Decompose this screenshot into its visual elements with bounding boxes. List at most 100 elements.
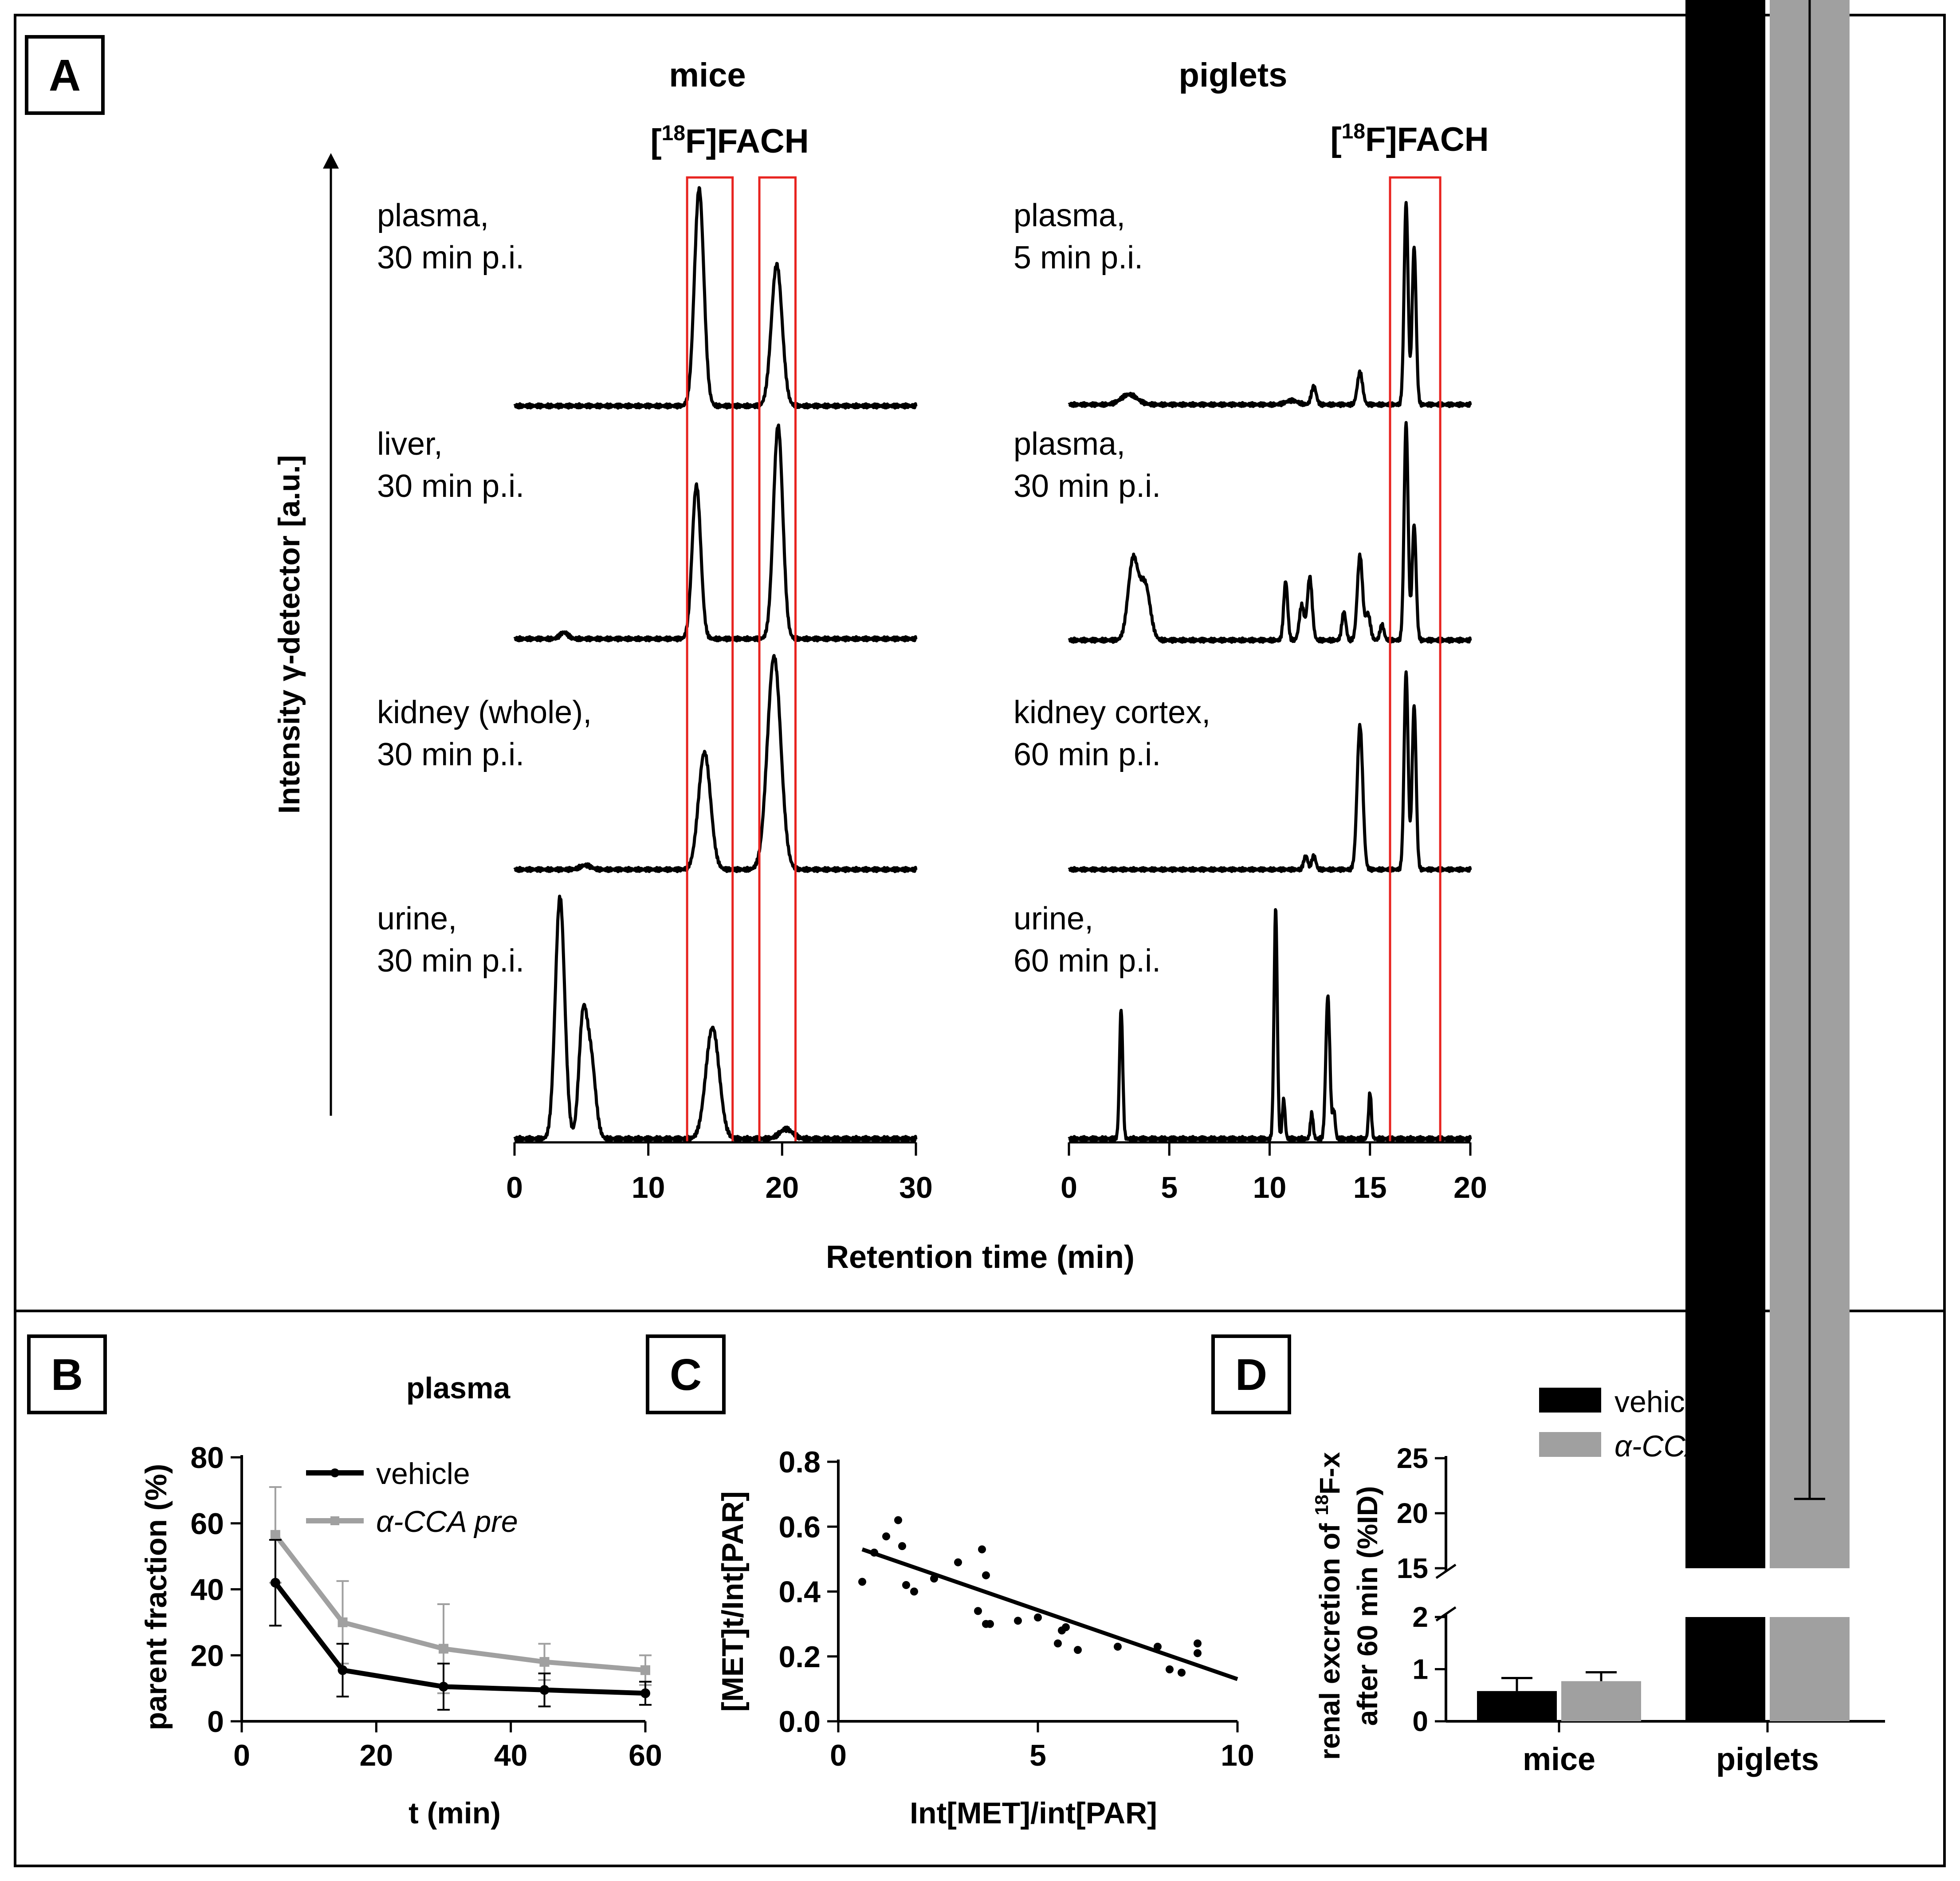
panel-b: B plasma parent fraction (%) t (min) 0 20… xyxy=(27,1334,662,1830)
panel-c-label-box xyxy=(646,1334,726,1414)
panel-a-label-box xyxy=(25,35,105,115)
data-point xyxy=(338,1617,348,1627)
y-tick-label: 15 xyxy=(1397,1552,1428,1584)
y-tick-label: 0.6 xyxy=(778,1510,821,1544)
bar xyxy=(1561,1681,1641,1721)
scatter-point xyxy=(954,1558,962,1566)
y-tick-label: 25 xyxy=(1397,1442,1428,1474)
x-tick-label: 20 xyxy=(766,1171,799,1204)
panel-c-ylabel: [MET]t/Int[PAR] xyxy=(716,1491,750,1712)
chromatogram-trace xyxy=(513,894,918,1143)
mice-trace-label: liver, 30 min p.i. xyxy=(377,426,524,504)
legend-label-acca: α-CCA pre xyxy=(376,1505,518,1539)
x-tick-label: 10 xyxy=(632,1171,665,1204)
x-tick-label: 20 xyxy=(360,1739,393,1772)
scatter-point xyxy=(858,1578,866,1586)
chromatogram-trace xyxy=(513,423,918,643)
piglet-trace-label: plasma, 30 min p.i. xyxy=(1013,426,1161,504)
panel-b-title: plasma xyxy=(406,1371,511,1405)
scatter-point xyxy=(1194,1649,1202,1657)
mice-chromatograms xyxy=(513,186,918,1143)
x-category-label: mice xyxy=(1523,1742,1595,1777)
y-tick-label: 60 xyxy=(190,1507,224,1541)
y-tick-label: 1 xyxy=(1412,1653,1428,1685)
x-tick-label: 15 xyxy=(1353,1171,1387,1204)
y-tick-label: 20 xyxy=(190,1639,224,1672)
y-tick-label: 0.4 xyxy=(778,1575,821,1609)
data-point xyxy=(439,1644,448,1654)
panel-a-label: A xyxy=(49,51,81,100)
mice-trace-label: plasma, 30 min p.i. xyxy=(377,198,524,275)
legend-swatch-vehicle xyxy=(1539,1388,1601,1413)
scatter-point xyxy=(1194,1639,1202,1648)
mice-trace-labels: plasma, 30 min p.i. liver, 30 min p.i. kid… xyxy=(377,198,592,979)
scatter-point xyxy=(882,1532,890,1541)
panel-c-plot: 0.0 0.2 0.4 0.6 0.8 0 5 10 xyxy=(778,1445,1254,1772)
panel-a-title-mice: mice xyxy=(669,56,746,94)
panel-a-ylabel: Intensity γ-detector [a.u.] xyxy=(272,455,306,814)
x-tick-label: 5 xyxy=(1029,1739,1046,1772)
x-tick-label: 60 xyxy=(628,1739,662,1772)
scatter-point xyxy=(986,1620,994,1628)
x-tick-label: 0 xyxy=(233,1739,250,1772)
axis-break-mark xyxy=(1435,1606,1457,1622)
scatter-point xyxy=(1054,1639,1062,1648)
y-tick-label: 0.2 xyxy=(778,1640,821,1674)
compound-label-piglets: [18F]FACH xyxy=(1330,120,1489,158)
x-tick-label: 10 xyxy=(1253,1171,1287,1204)
y-tick-label: 40 xyxy=(190,1573,224,1607)
mice-trace-label: urine, 30 min p.i. xyxy=(377,901,524,979)
scatter-point xyxy=(1166,1665,1174,1673)
piglet-trace-labels: plasma, 5 min p.i. plasma, 30 min p.i. kid… xyxy=(1013,198,1210,979)
scatter-point xyxy=(910,1587,918,1596)
panel-a-title-piglets: piglets xyxy=(1179,56,1288,94)
scatter-point xyxy=(1114,1642,1122,1651)
y-tick-label: 20 xyxy=(1397,1497,1428,1529)
x-tick-label: 30 xyxy=(899,1171,933,1204)
scatter-point xyxy=(982,1571,990,1579)
panel-b-legend: vehicle α-CCA pre xyxy=(306,1457,518,1539)
x-tick-label: 0 xyxy=(506,1171,523,1204)
data-point xyxy=(640,1688,650,1698)
panel-b-xlabel: t (min) xyxy=(408,1796,501,1830)
data-point xyxy=(439,1681,448,1692)
data-point xyxy=(270,1530,280,1540)
panel-d: D renal excretion of 18F-x after 60 min … xyxy=(1211,0,1885,1777)
scatter-point xyxy=(1062,1623,1070,1631)
chromatogram-trace xyxy=(513,186,918,410)
panel-b-label: B xyxy=(51,1350,83,1400)
mice-x-ticks: 0 10 20 30 xyxy=(506,1142,933,1204)
piglet-trace-label: urine, 60 min p.i. xyxy=(1013,901,1161,979)
scatter-point xyxy=(930,1574,938,1583)
piglet-trace-label: plasma, 5 min p.i. xyxy=(1013,198,1143,275)
x-tick-label: 0 xyxy=(830,1739,847,1772)
x-tick-label: 10 xyxy=(1221,1739,1254,1772)
scatter-point xyxy=(1178,1669,1186,1677)
panel-c: C [MET]t/Int[PAR] Int[MET]/int[PAR] 0.00… xyxy=(646,1334,1254,1830)
y-tick-label: 80 xyxy=(190,1441,224,1475)
scatter-point xyxy=(870,1548,878,1557)
intensity-arrow-head xyxy=(323,153,339,169)
x-category-label: piglets xyxy=(1716,1742,1819,1777)
compound-label-mice: [18F]FACH xyxy=(650,122,809,160)
chromatogram-trace xyxy=(1068,421,1472,644)
chromatogram-trace xyxy=(1068,670,1472,873)
scatter-point xyxy=(1034,1613,1042,1621)
scatter-point xyxy=(978,1545,986,1554)
panel-d-legend: vehicle α-CCA pre xyxy=(1539,1385,1756,1463)
panel-d-ylabel-1: renal excretion of 18F-x xyxy=(1311,1452,1346,1760)
y-tick-label: 0 xyxy=(207,1705,224,1739)
bar-lower-segment xyxy=(1685,1617,1765,1721)
panel-b-plot: 0 20 40 60 80 0 20 40 60 xyxy=(190,1441,662,1772)
bar xyxy=(1477,1691,1557,1721)
x-tick-label: 20 xyxy=(1453,1171,1487,1204)
scatter-point xyxy=(894,1516,902,1524)
chromatogram-trace xyxy=(1068,908,1472,1143)
data-point xyxy=(539,1685,550,1695)
data-point xyxy=(270,1578,280,1588)
regression-line xyxy=(861,1547,1238,1681)
bar-upper-segment xyxy=(1685,0,1765,1568)
scatter-point xyxy=(1154,1642,1162,1651)
panel-a-xlabel: Retention time (min) xyxy=(826,1240,1135,1275)
